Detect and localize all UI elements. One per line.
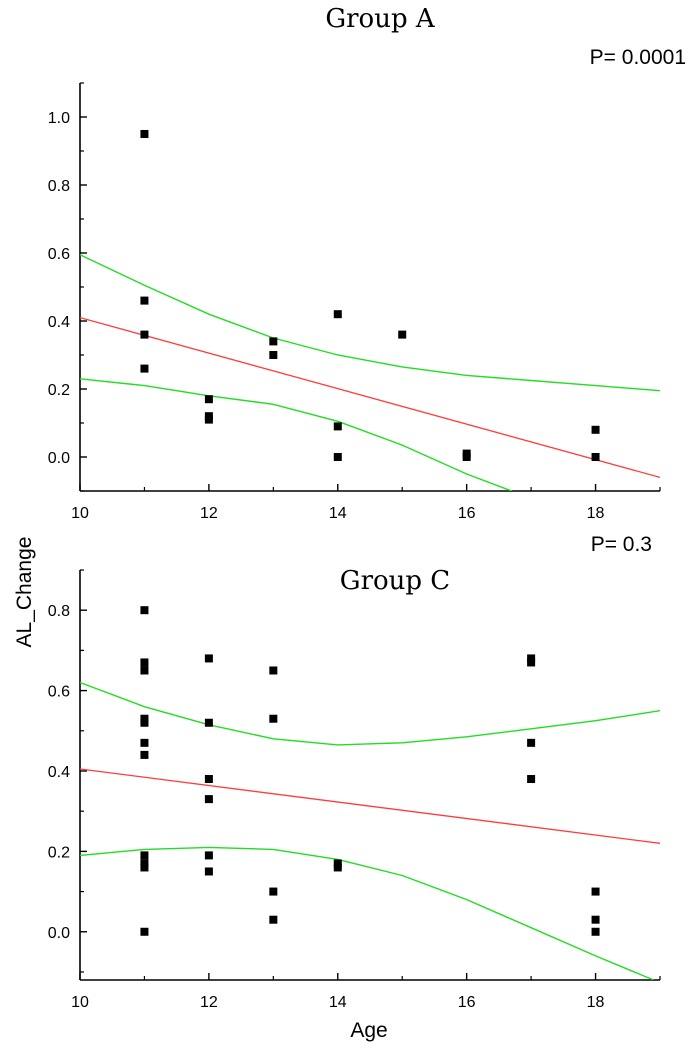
upper-confidence-band bbox=[80, 681, 660, 746]
y-tick-label: 0.2 bbox=[48, 382, 70, 399]
x-tick-label: 14 bbox=[329, 994, 347, 1011]
data-point bbox=[591, 425, 600, 434]
data-point bbox=[591, 887, 600, 896]
data-point bbox=[140, 606, 149, 615]
y-tick-label: 0.6 bbox=[48, 684, 70, 701]
data-point bbox=[204, 867, 213, 876]
data-point bbox=[398, 330, 407, 339]
y-axis-label: AL_Change bbox=[13, 537, 36, 648]
x-tick-label: 16 bbox=[458, 994, 476, 1011]
x-axis-label: Age bbox=[350, 1019, 387, 1042]
fit-lines bbox=[80, 681, 660, 980]
data-point bbox=[204, 795, 213, 804]
data-point bbox=[140, 296, 149, 305]
x-tick-label: 12 bbox=[200, 505, 218, 522]
x-tick-label: 18 bbox=[587, 994, 605, 1011]
y-tick-label: 1.0 bbox=[48, 110, 70, 127]
data-point bbox=[140, 927, 149, 936]
group-c-plot: 0.0 0.2 0.4 0.6 0.8 10 12 14 16 18 bbox=[48, 569, 661, 1011]
data-point bbox=[204, 775, 213, 784]
x-tick-label: 10 bbox=[71, 994, 89, 1011]
data-point bbox=[140, 666, 149, 675]
data-point bbox=[527, 654, 536, 663]
data-point bbox=[269, 337, 278, 346]
x-tick-label: 18 bbox=[587, 505, 605, 522]
x-tick-label: 12 bbox=[200, 994, 218, 1011]
group-c-title: Group C bbox=[340, 566, 450, 596]
group-a-p-value: P= 0.0001 bbox=[590, 46, 686, 69]
data-point bbox=[140, 364, 149, 373]
data-point bbox=[527, 775, 536, 784]
y-tick-label: 0.8 bbox=[48, 603, 70, 620]
data-point bbox=[591, 927, 600, 936]
data-point bbox=[527, 658, 536, 667]
lower-confidence-band bbox=[80, 378, 513, 491]
data-point bbox=[140, 658, 149, 667]
data-point bbox=[204, 851, 213, 860]
data-point bbox=[269, 714, 278, 723]
upper-confidence-band bbox=[80, 254, 660, 392]
data-point bbox=[140, 330, 149, 339]
data-point bbox=[204, 395, 213, 404]
data-point bbox=[204, 654, 213, 663]
data-point bbox=[140, 714, 149, 723]
data-point bbox=[333, 422, 342, 431]
data-point bbox=[269, 666, 278, 675]
group-a-plot: 0.0 0.2 0.4 0.6 0.8 1.0 10 12 14 16 18 bbox=[48, 82, 661, 522]
lower-confidence-band bbox=[80, 846, 654, 980]
regression-line bbox=[80, 316, 660, 479]
data-point bbox=[462, 453, 471, 461]
data-point bbox=[140, 718, 149, 727]
regression-line bbox=[80, 768, 660, 844]
group-a-title: Group A bbox=[325, 4, 436, 34]
data-point bbox=[591, 915, 600, 924]
group-c-p-value: P= 0.3 bbox=[591, 533, 652, 556]
data-point bbox=[204, 415, 213, 424]
data-point bbox=[269, 915, 278, 924]
data-point bbox=[140, 863, 149, 872]
x-tick-label: 14 bbox=[329, 505, 347, 522]
data-point bbox=[269, 351, 278, 359]
data-point bbox=[140, 738, 149, 747]
data-point bbox=[333, 859, 342, 868]
data-point bbox=[140, 859, 149, 868]
y-tick-label: 0.2 bbox=[48, 844, 70, 861]
y-tick-label: 0.4 bbox=[48, 314, 70, 331]
data-point bbox=[140, 750, 149, 759]
y-tick-label: 0.0 bbox=[48, 925, 70, 942]
y-tick-label: 0.6 bbox=[48, 246, 70, 263]
data-point bbox=[527, 738, 536, 747]
data-point bbox=[333, 863, 342, 872]
y-tick-label: 0.8 bbox=[48, 178, 70, 195]
data-point bbox=[333, 453, 342, 461]
data-point bbox=[269, 887, 278, 896]
x-tick-label: 10 bbox=[71, 505, 89, 522]
data-point bbox=[140, 851, 149, 860]
x-tick-label: 16 bbox=[458, 505, 476, 522]
fit-lines bbox=[80, 254, 660, 491]
y-tick-label: 0.4 bbox=[48, 764, 70, 781]
y-tick-label: 0.0 bbox=[48, 450, 70, 467]
data-point bbox=[333, 310, 342, 319]
data-point bbox=[204, 718, 213, 727]
data-point bbox=[591, 453, 600, 461]
data-point bbox=[140, 130, 149, 138]
